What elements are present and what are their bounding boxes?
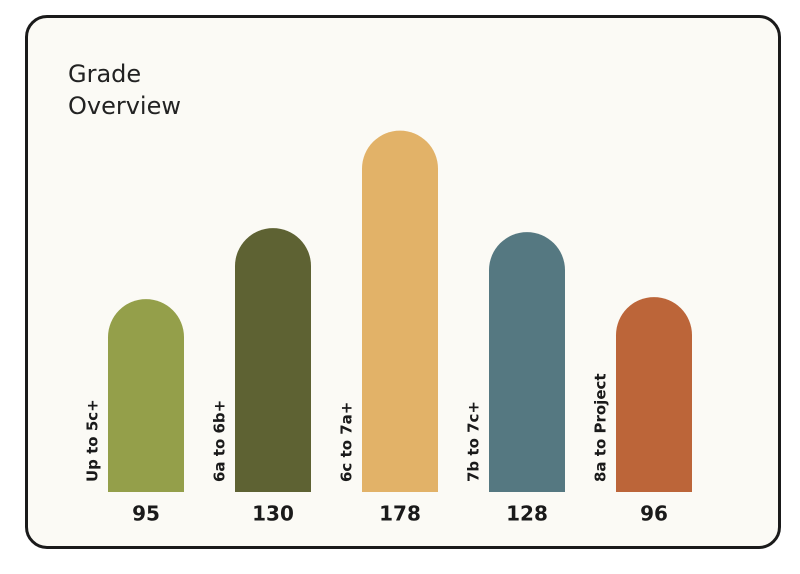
category-label: 8a to Project bbox=[592, 373, 610, 482]
bar bbox=[362, 130, 438, 492]
chart-title: Grade Overview bbox=[68, 60, 181, 120]
value-label: 178 bbox=[379, 502, 421, 526]
category-label: Up to 5c+ bbox=[84, 399, 102, 482]
value-label: 95 bbox=[132, 502, 160, 526]
category-label: 6c to 7a+ bbox=[338, 402, 356, 482]
value-label: 128 bbox=[506, 502, 548, 526]
bar bbox=[108, 299, 184, 492]
category-label: 7b to 7c+ bbox=[465, 401, 483, 482]
bar bbox=[235, 228, 311, 492]
bar bbox=[616, 297, 692, 492]
bar bbox=[489, 232, 565, 492]
category-label: 6a to 6b+ bbox=[211, 400, 229, 482]
value-label: 96 bbox=[640, 502, 668, 526]
value-label: 130 bbox=[252, 502, 294, 526]
